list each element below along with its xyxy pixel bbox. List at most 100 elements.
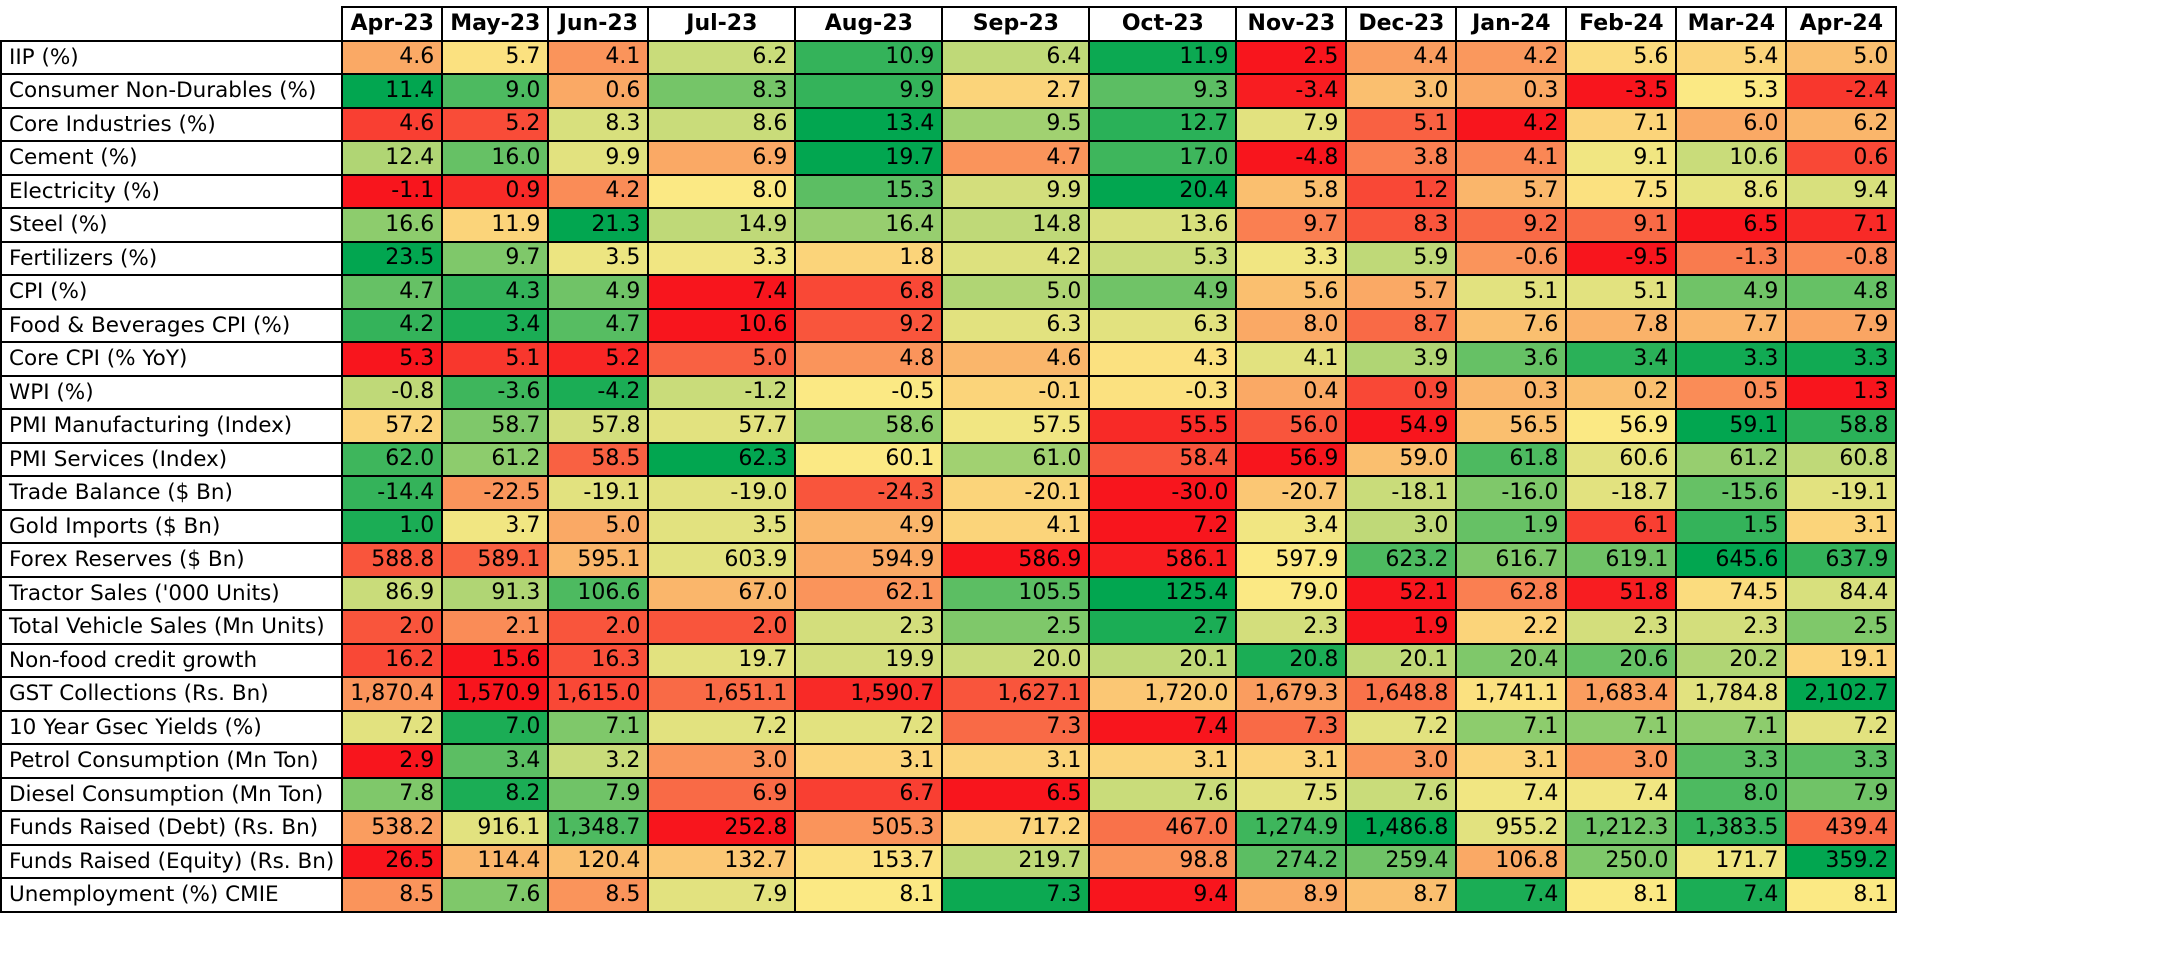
heatmap-cell: 595.1 bbox=[547, 542, 650, 578]
table-row: Petrol Consumption (Mn Ton) 2.9 3.4 3.2 3.0 3… bbox=[0, 743, 1898, 779]
heatmap-cell: 7.0 bbox=[441, 709, 550, 745]
heatmap-cell: 6.7 bbox=[794, 776, 944, 812]
row-label: Petrol Consumption (Mn Ton) bbox=[0, 743, 344, 779]
heatmap-cell: 4.8 bbox=[1785, 274, 1898, 310]
heatmap-cell: 4.7 bbox=[547, 307, 650, 343]
heatmap-cell: 11.9 bbox=[441, 207, 550, 243]
heatmap-cell: 3.2 bbox=[547, 743, 650, 779]
column-header: Nov-23 bbox=[1235, 6, 1348, 42]
heatmap-cell: 20.6 bbox=[1565, 642, 1678, 678]
heatmap-cell: 20.1 bbox=[1088, 642, 1238, 678]
heatmap-cell: 2.5 bbox=[1235, 39, 1348, 75]
heatmap-cell: 7.6 bbox=[1088, 776, 1238, 812]
heatmap-cell: 7.8 bbox=[341, 776, 444, 812]
heatmap-cell: -18.7 bbox=[1565, 475, 1678, 511]
heatmap-cell: 4.6 bbox=[341, 106, 444, 142]
heatmap-cell: 505.3 bbox=[794, 810, 944, 846]
row-label: IIP (%) bbox=[0, 39, 344, 75]
heatmap-cell: 4.1 bbox=[941, 508, 1091, 544]
heatmap-cell: 8.5 bbox=[547, 877, 650, 913]
heatmap-cell: -20.1 bbox=[941, 475, 1091, 511]
heatmap-cell: 19.1 bbox=[1785, 642, 1898, 678]
heatmap-cell: -19.1 bbox=[547, 475, 650, 511]
column-header: Mar-24 bbox=[1675, 6, 1788, 42]
heatmap-cell: 8.0 bbox=[1235, 307, 1348, 343]
heatmap-cell: 7.3 bbox=[1235, 709, 1348, 745]
heatmap-cell: -1.1 bbox=[341, 173, 444, 209]
heatmap-cell: 623.2 bbox=[1345, 542, 1458, 578]
heatmap-cell: 7.6 bbox=[1345, 776, 1458, 812]
heatmap-cell: 20.0 bbox=[941, 642, 1091, 678]
heatmap-cell: 359.2 bbox=[1785, 843, 1898, 879]
heatmap-cell: 5.8 bbox=[1235, 173, 1348, 209]
heatmap-cell: 57.8 bbox=[547, 408, 650, 444]
heatmap-cell: 16.4 bbox=[794, 207, 944, 243]
heatmap-cell: 132.7 bbox=[647, 843, 797, 879]
heatmap-cell: -0.8 bbox=[1785, 240, 1898, 276]
heatmap-cell: 4.2 bbox=[341, 307, 444, 343]
heatmap-cell: 6.5 bbox=[941, 776, 1091, 812]
table-row: Electricity (%) -1.1 0.9 4.2 8.0 15.3 9.9 20.4 5… bbox=[0, 173, 1898, 209]
heatmap-cell: 9.5 bbox=[941, 106, 1091, 142]
heatmap-cell: 7.9 bbox=[647, 877, 797, 913]
heatmap-cell: 597.9 bbox=[1235, 542, 1348, 578]
heatmap-cell: 8.3 bbox=[547, 106, 650, 142]
table-row: Fertilizers (%) 23.5 9.7 3.5 3.3 1.8 4.2 5.3 3.3… bbox=[0, 240, 1898, 276]
heatmap-cell: 125.4 bbox=[1088, 575, 1238, 611]
heatmap-cell: 54.9 bbox=[1345, 408, 1458, 444]
heatmap-cell: 3.3 bbox=[1785, 341, 1898, 377]
heatmap-cell: 7.5 bbox=[1235, 776, 1348, 812]
heatmap-cell: 955.2 bbox=[1455, 810, 1568, 846]
row-label: Gold Imports ($ Bn) bbox=[0, 508, 344, 544]
heatmap-cell: 20.4 bbox=[1455, 642, 1568, 678]
table-row: Total Vehicle Sales (Mn Units) 2.0 2.1 2.0 2… bbox=[0, 609, 1898, 645]
heatmap-cell: 616.7 bbox=[1455, 542, 1568, 578]
row-label: Core CPI (% YoY) bbox=[0, 341, 344, 377]
heatmap-cell: 1,570.9 bbox=[441, 676, 550, 712]
heatmap-cell: 5.7 bbox=[441, 39, 550, 75]
heatmap-cell: -0.1 bbox=[941, 374, 1091, 410]
heatmap-cell: 8.9 bbox=[1235, 877, 1348, 913]
heatmap-cell: 1,590.7 bbox=[794, 676, 944, 712]
heatmap-cell: 1.9 bbox=[1455, 508, 1568, 544]
heatmap-cell: 3.3 bbox=[647, 240, 797, 276]
heatmap-cell: 7.3 bbox=[941, 877, 1091, 913]
heatmap-cell: 5.2 bbox=[441, 106, 550, 142]
heatmap-cell: 6.4 bbox=[941, 39, 1091, 75]
heatmap-cell: 56.0 bbox=[1235, 408, 1348, 444]
heatmap-cell: 86.9 bbox=[341, 575, 444, 611]
heatmap-cell: 57.5 bbox=[941, 408, 1091, 444]
heatmap-cell: 7.4 bbox=[1088, 709, 1238, 745]
heatmap-cell: 5.9 bbox=[1345, 240, 1458, 276]
column-header: Jul-23 bbox=[647, 6, 797, 42]
heatmap-cell: 7.2 bbox=[1345, 709, 1458, 745]
table-row: IIP (%) 4.6 5.7 4.1 6.2 10.9 6.4 11.9 2.5 4.4 4.2 5… bbox=[0, 39, 1898, 75]
heatmap-cell: -16.0 bbox=[1455, 475, 1568, 511]
heatmap-cell: 3.0 bbox=[1345, 508, 1458, 544]
heatmap-cell: 3.5 bbox=[547, 240, 650, 276]
heatmap-cell: 1,383.5 bbox=[1675, 810, 1788, 846]
heatmap-cell: 4.2 bbox=[547, 173, 650, 209]
heatmap-cell: 1.9 bbox=[1345, 609, 1458, 645]
heatmap-cell: 7.9 bbox=[547, 776, 650, 812]
table-row: Steel (%) 16.6 11.9 21.3 14.9 16.4 14.8 13.6 9.7… bbox=[0, 207, 1898, 243]
heatmap-cell: 17.0 bbox=[1088, 140, 1238, 176]
heatmap-cell: 637.9 bbox=[1785, 542, 1898, 578]
heatmap-cell: 3.1 bbox=[1455, 743, 1568, 779]
heatmap-cell: 274.2 bbox=[1235, 843, 1348, 879]
heatmap-cell: 1.8 bbox=[794, 240, 944, 276]
heatmap-cell: 62.8 bbox=[1455, 575, 1568, 611]
heatmap-cell: 4.1 bbox=[547, 39, 650, 75]
heatmap-cell: -18.1 bbox=[1345, 475, 1458, 511]
heatmap-cell: 7.1 bbox=[1675, 709, 1788, 745]
heatmap-cell: 7.9 bbox=[1235, 106, 1348, 142]
heatmap-cell: 7.2 bbox=[647, 709, 797, 745]
heatmap-cell: 16.6 bbox=[341, 207, 444, 243]
heatmap-cell: 7.5 bbox=[1565, 173, 1678, 209]
heatmap-cell: 19.9 bbox=[794, 642, 944, 678]
heatmap-cell: 219.7 bbox=[941, 843, 1091, 879]
heatmap-cell: 1,627.1 bbox=[941, 676, 1091, 712]
heatmap-cell: -4.2 bbox=[547, 374, 650, 410]
heatmap-cell: 20.4 bbox=[1088, 173, 1238, 209]
heatmap-cell: 6.2 bbox=[647, 39, 797, 75]
